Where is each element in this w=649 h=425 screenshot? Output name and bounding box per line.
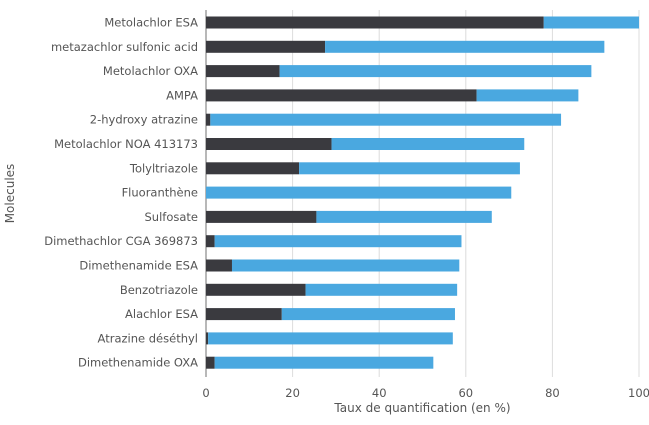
bar-segment-dark: [206, 332, 209, 345]
category-label: Dimethenamide ESA: [79, 259, 198, 273]
x-tick-label: 40: [372, 386, 387, 400]
x-tick-labels: 0 20 40 60 80 100: [202, 386, 649, 400]
bar-segment-blue: [208, 332, 453, 345]
bar-segment-dark: [206, 113, 211, 126]
x-tick-label: 0: [202, 386, 209, 400]
bar-segment-blue: [325, 40, 605, 53]
x-tick-label: 100: [628, 386, 649, 400]
category-label: Metolachlor NOA 413173: [54, 137, 198, 151]
category-label: Atrazine déséthyl: [98, 331, 198, 345]
category-label: 2-hydroxy atrazine: [90, 113, 198, 127]
category-label: metazachlor sulfonic acid: [51, 40, 198, 54]
category-label: AMPA: [166, 88, 198, 102]
bar-segment-blue: [331, 138, 525, 150]
bar-segment-blue: [279, 65, 592, 78]
category-labels: Metolachlor ESA metazachlor sulfonic acid…: [44, 16, 198, 370]
bar-segment-dark: [206, 259, 232, 272]
bar-segment-dark: [206, 40, 326, 53]
category-label: Dimethachlor CGA 369873: [44, 234, 198, 248]
bar-segment-dark: [206, 16, 544, 29]
category-label: Dimethenamide OXA: [78, 356, 198, 370]
bar-segment-dark: [206, 89, 477, 102]
category-label: Alachlor ESA: [125, 307, 198, 321]
x-tick-label: 80: [545, 386, 560, 400]
x-tick-label: 60: [458, 386, 473, 400]
bar-segment-blue: [305, 283, 458, 296]
bar-segment-blue: [476, 89, 579, 102]
bar-segment-blue: [543, 16, 639, 29]
bar-segment-blue: [210, 113, 562, 126]
y-axis-title: Molecules: [3, 164, 17, 224]
bar-segment-dark: [206, 235, 215, 248]
bar-segment-blue: [214, 235, 462, 248]
bar-segment-dark: [206, 283, 306, 296]
bar-segment-dark: [206, 308, 282, 321]
category-label: Metolachlor OXA: [103, 64, 198, 78]
bar-segment-dark: [206, 162, 300, 175]
category-label: Sulfosate: [145, 210, 199, 224]
category-label: Tolyltriazole: [129, 161, 198, 175]
bar-segment-dark: [206, 210, 317, 223]
x-tick-label: 20: [285, 386, 300, 400]
category-label: Fluoranthène: [122, 186, 198, 200]
bar-segment-blue: [299, 162, 520, 175]
bar-segment-blue: [214, 356, 434, 369]
bar-segment-blue: [206, 186, 512, 199]
bars-layer: [206, 16, 639, 369]
bar-segment-blue: [281, 308, 455, 321]
x-axis-title: Taux de quantification (en %): [333, 401, 510, 415]
bar-segment-dark: [206, 138, 332, 150]
bar-segment-dark: [206, 356, 215, 369]
category-label: Benzotriazole: [120, 283, 198, 297]
category-label: Metolachlor ESA: [104, 16, 198, 30]
bar-segment-dark: [206, 65, 280, 78]
bar-segment-blue: [231, 259, 460, 272]
bar-segment-blue: [316, 210, 492, 223]
